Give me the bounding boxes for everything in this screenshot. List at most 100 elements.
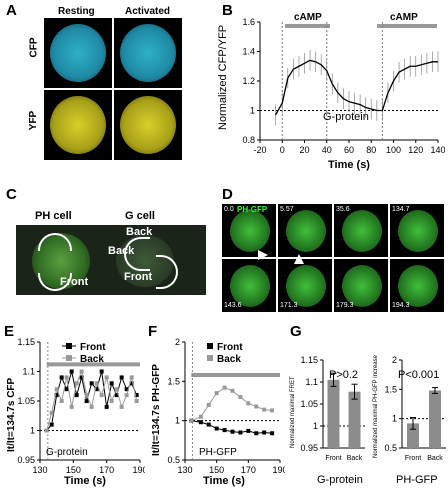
chart-e-point-back-13 — [109, 399, 114, 403]
chart-e-point-back-1 — [49, 410, 54, 415]
yfp-resting-image — [44, 90, 112, 160]
chart-g-left-ytick-label-4: 1.15 — [300, 355, 318, 365]
chart-e: It/It=134.7s CFP 0.95 1 1.05 1.1 1.15 130 150… — [6, 337, 145, 487]
chart-g-right-ytick-label-1: 1 — [392, 414, 397, 424]
chart-f-point-front-7 — [246, 428, 251, 433]
frame-time-3: 35.6 — [336, 206, 350, 213]
timelapse-frame-5: 143.6 — [222, 259, 276, 312]
timelapse-frame-8: 194.3 — [390, 259, 444, 312]
front-label-1: Front — [60, 276, 89, 288]
chart-e-inset-label: G-protein — [46, 447, 88, 458]
panel-label-a: A — [6, 2, 17, 19]
chart-f-point-back-2 — [206, 402, 211, 407]
legend-back-marker-f — [207, 355, 213, 361]
row-label-yfp: YFP — [28, 110, 40, 131]
chart-e-point-front-16 — [124, 387, 129, 392]
chart-f-point-back-3 — [214, 391, 219, 396]
chart-f-point-front-3 — [214, 426, 219, 431]
chart-e-ylabel: It/It=134.7s CFP — [6, 377, 17, 452]
cfp-activated-image — [114, 18, 182, 88]
chart-f-point-back-8 — [254, 404, 259, 409]
col-label-resting: Resting — [58, 6, 95, 17]
timelapse-frame-7: 179.3 — [334, 259, 388, 312]
chart-f-inset-label: PH-GFP — [199, 447, 237, 458]
panel-label-b: B — [222, 2, 233, 19]
chart-g-left-caption: G-protein — [317, 474, 363, 486]
chart-g-left-ytick-label-3: 1.1 — [305, 377, 318, 387]
chart-g-left: Normalized maximal FRET 0.95 1 1.05 1.1 1.15… — [290, 355, 365, 486]
chart-e-point-front-5 — [69, 369, 74, 374]
g-cell-label: G cell — [125, 210, 155, 222]
chart-g-left-bar-1 — [348, 391, 361, 448]
chart-g-right-caption: PH-GFP — [396, 474, 438, 486]
chart-g-right-p: P<0.001 — [398, 369, 439, 381]
chart-f-point-front-1 — [198, 420, 203, 425]
panel-label-d: D — [222, 186, 233, 203]
chart-e-point-back-17 — [129, 375, 134, 380]
chart-e-point-front-12 — [104, 404, 109, 409]
chart-g-left-ylabel: Normalized maximal FRET — [290, 376, 296, 448]
chart-e-point-front-1 — [49, 422, 54, 427]
legend-front-marker-e — [66, 343, 72, 349]
chart-g-right-ytick-label-3: 2 — [392, 355, 397, 365]
chart-f-ytick-label-1: 1 — [175, 416, 180, 426]
timelapse-frame-4: 134.7 — [390, 204, 444, 257]
chart-e-point-back-18 — [134, 399, 139, 403]
cfp-resting-image — [44, 18, 112, 88]
frame-title: PH-GFP — [237, 205, 268, 214]
chart-b-xtick-label-8: 140 — [430, 145, 445, 155]
chart-e-point-back-7 — [79, 369, 84, 374]
chart-e-point-back-14 — [114, 387, 119, 392]
row-label-cfp: CFP — [28, 37, 40, 58]
chart-e-ytick-label-2: 1.05 — [17, 396, 35, 406]
chart-b-line — [275, 59, 438, 116]
frame-time-2: 5.57 — [280, 206, 294, 213]
arrowhead-icon-2 — [294, 254, 304, 264]
legend-back-e: Back — [80, 354, 104, 365]
chart-f-xtick-label-3: 190 — [272, 465, 285, 475]
chart-g-left-ytick-label-0: 0.95 — [300, 443, 318, 453]
chart-g-right-ytick-label-0: 0.5 — [384, 443, 397, 453]
chart-e-xlabel: Time (s) — [64, 475, 106, 487]
chart-g-right-bar-1 — [429, 390, 441, 448]
chart-b-ytick-label-0: 0.8 — [242, 135, 255, 145]
chart-f-point-front-8 — [254, 431, 259, 436]
chart-g-left-ytick-label-2: 1.05 — [300, 399, 318, 409]
timelapse-frame-2: 5.57 — [278, 204, 332, 257]
chart-f-point-back-10 — [270, 408, 275, 413]
chart-f-point-front-2 — [206, 422, 211, 427]
chart-e-ytick-label-1: 1 — [30, 426, 35, 436]
chart-e-point-back-0 — [44, 428, 49, 433]
chart-b-inset-label: G-protein — [323, 111, 369, 123]
chart-b-xtick-label-4: 60 — [344, 145, 354, 155]
chart-e-point-back-12 — [104, 375, 109, 380]
chart-b-xtick-label-5: 80 — [366, 145, 376, 155]
chart-f-point-back-5 — [230, 388, 235, 393]
chart-b-xlabel: Time (s) — [328, 159, 370, 171]
chart-f-point-front-10 — [270, 431, 275, 436]
chart-e-point-back-10 — [94, 381, 99, 386]
panel-label-e: E — [4, 323, 15, 340]
chart-e-point-front-18 — [134, 393, 139, 398]
chart-b-xtick-label-0: -20 — [253, 145, 266, 155]
chart-e-point-front-11 — [99, 369, 104, 374]
front-label-2: Front — [124, 271, 153, 283]
chart-b-ylabel: Normalized CFP/YFP — [217, 25, 229, 130]
chart-g-left-category-label-0: Front — [325, 455, 341, 462]
chart-e-point-back-2 — [54, 387, 59, 392]
chart-f-point-front-5 — [230, 429, 235, 434]
legend-back-marker-e — [66, 355, 72, 361]
chart-b-xtick-label-6: 100 — [386, 145, 401, 155]
chart-f-point-back-9 — [262, 407, 267, 412]
chart-b-xtick-label-3: 40 — [322, 145, 332, 155]
chart-b-stim-bar-right — [377, 24, 437, 28]
chart-f-ytick-label-2: 1.5 — [167, 376, 180, 386]
cell-pair-image: Back Front Back Front — [16, 225, 206, 295]
chart-e-ytick-label-4: 1.15 — [17, 337, 35, 347]
chart-e-point-back-16 — [124, 393, 129, 398]
chart-f-xtick-label-2: 170 — [241, 465, 256, 475]
chart-g-right-ylabel: Normalized maximal PH-GFP increase — [373, 354, 379, 458]
legend-back-f: Back — [217, 354, 241, 365]
chart-e-point-front-15 — [119, 375, 124, 380]
chart-f-xtick-label-1: 150 — [209, 465, 224, 475]
